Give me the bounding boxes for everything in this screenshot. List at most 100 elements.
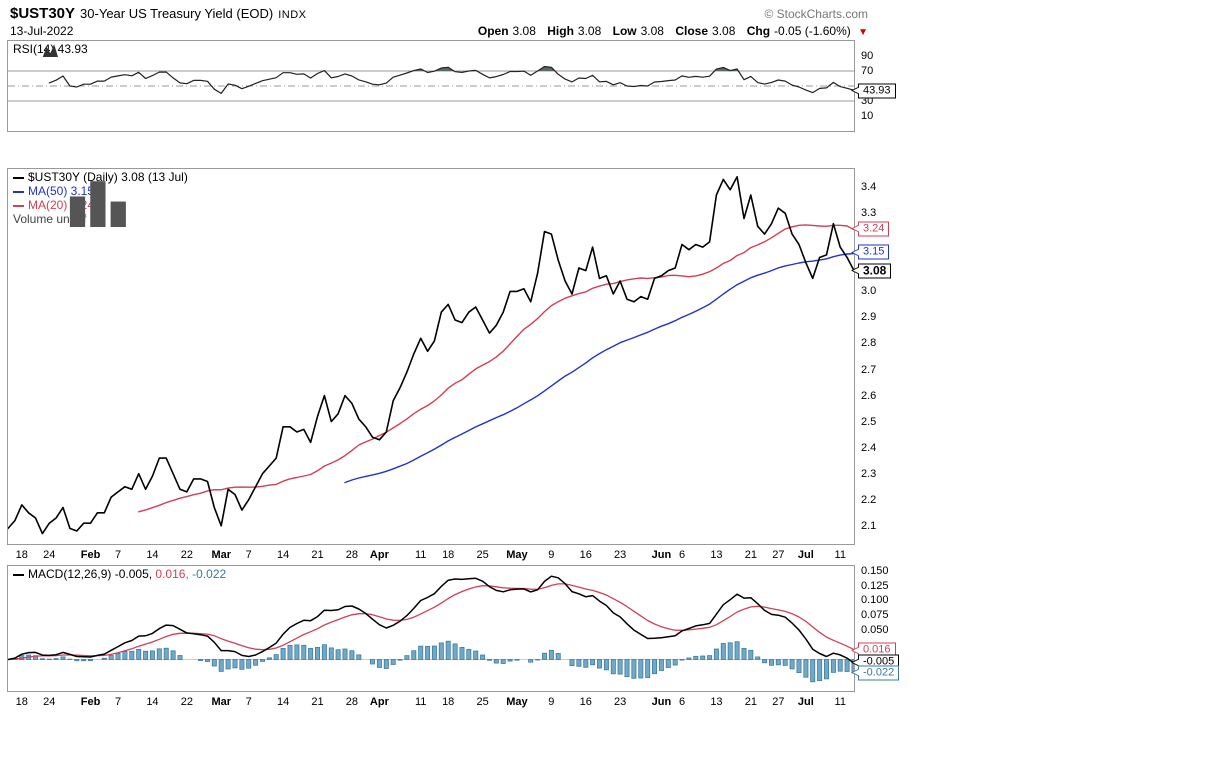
- rsi-legend: RSI(14) 43.93: [13, 43, 88, 57]
- value-badge: -0.022: [850, 665, 900, 680]
- macd-line: [8, 575, 854, 664]
- x-axis-label: 14: [276, 549, 290, 561]
- x-axis-label: 6: [678, 549, 686, 561]
- price-line: [8, 176, 854, 535]
- x-axis-label: 7: [114, 696, 122, 708]
- macd-histogram: [12, 640, 854, 683]
- open-value: 3.08: [512, 24, 536, 38]
- x-axis-label: 21: [744, 549, 757, 561]
- y-axis-label: 2.1: [861, 519, 877, 532]
- x-axis-label: 21: [311, 549, 324, 561]
- macd-panel: MACD(12,26,9) -0.005, 0.016, -0.022: [7, 565, 855, 692]
- chart-header: $UST30Y 30-Year US Treasury Yield (EOD) IN…: [10, 5, 306, 23]
- source-credit: © StockCharts.com: [764, 7, 868, 21]
- price-legend: $UST30Y (Daily) 3.08 (13 Jul) MA(50) 3.1…: [13, 171, 188, 227]
- symbol: $UST30Y: [10, 5, 76, 22]
- ma20-line: [137, 224, 854, 513]
- macd-swatch: [13, 573, 24, 576]
- price-plot: [8, 176, 854, 535]
- x-axis-label: 21: [744, 696, 757, 708]
- volume-legend-label: Volume undef: [13, 212, 87, 226]
- x-axis-label: 24: [43, 696, 56, 708]
- rsi-legend-label: RSI(14) 43.93: [13, 42, 88, 56]
- x-axis-label: 14: [146, 696, 159, 708]
- low-value: 3.08: [640, 24, 664, 38]
- x-axis-label: Jul: [797, 549, 814, 561]
- x-axis-label: 13: [710, 549, 723, 561]
- y-axis-label: 0.150: [861, 564, 889, 577]
- x-axis-label: 25: [476, 696, 489, 708]
- x-axis-label: 16: [579, 549, 592, 561]
- volume-bars-icon: [69, 181, 126, 227]
- x-axis-label: 7: [245, 696, 252, 708]
- open-label: Open: [477, 24, 509, 38]
- x-axis-label: 11: [414, 549, 427, 561]
- x-axis-label: 25: [476, 549, 489, 561]
- x-axis-label: Feb: [80, 549, 101, 561]
- x-axis-label: 23: [614, 696, 627, 708]
- x-axis-label: May: [506, 549, 528, 561]
- ma50-swatch: [13, 190, 24, 193]
- x-axis-label: Jul: [797, 696, 814, 708]
- price-swatch: [13, 176, 24, 179]
- value-badge: 3.15: [850, 244, 890, 260]
- low-label: Low: [612, 24, 637, 38]
- x-axis-label: 18: [15, 696, 28, 708]
- y-axis-label: 2.6: [861, 389, 877, 402]
- x-axis-label: 16: [579, 696, 592, 708]
- y-axis-label: 0.050: [861, 623, 889, 636]
- x-axis-label: Feb: [80, 696, 101, 708]
- x-axis-label: 23: [614, 549, 627, 561]
- x-axis-label: Mar: [211, 696, 231, 708]
- y-axis-label: 70: [861, 65, 874, 77]
- y-axis-label: 3.3: [861, 207, 877, 220]
- x-axis-label: 11: [834, 549, 846, 561]
- x-axis-label: 11: [834, 696, 846, 708]
- close-value: 3.08: [712, 24, 736, 38]
- macd-signal-line: [8, 583, 854, 661]
- y-axis-label: 0.100: [861, 594, 889, 607]
- price-legend-label: $UST30Y (Daily) 3.08 (13 Jul): [28, 170, 188, 184]
- x-axis-label: 28: [345, 549, 359, 561]
- x-axis-label: 18: [442, 549, 455, 561]
- x-axis-label: 18: [15, 549, 28, 561]
- x-axis-label: May: [506, 696, 528, 708]
- rsi-panel: RSI(14) 43.93: [7, 40, 855, 132]
- x-axis-label: Apr: [369, 549, 389, 561]
- y-axis-label: 2.2: [861, 493, 877, 506]
- x-axis-label: 24: [43, 549, 56, 561]
- macd-signal-value: 0.016,: [155, 567, 189, 581]
- y-axis-label: 10: [861, 110, 874, 122]
- y-axis-label: 2.4: [861, 441, 877, 454]
- macd-legend: MACD(12,26,9) -0.005, 0.016, -0.022: [13, 568, 226, 582]
- close-label: Close: [675, 24, 709, 38]
- x-axis-label: 13: [710, 696, 723, 708]
- x-axis-label: 6: [678, 696, 686, 708]
- chg-label: Chg: [746, 24, 771, 38]
- x-axis-label: 21: [311, 696, 324, 708]
- x-axis-label: 7: [114, 549, 122, 561]
- x-axis-label: Jun: [651, 696, 672, 708]
- x-axis-label: 28: [345, 696, 359, 708]
- y-axis-label: 2.3: [861, 467, 877, 480]
- indicator-icon: [42, 44, 58, 57]
- macd-hist-value: -0.022: [192, 567, 227, 581]
- price-panel: $UST30Y (Daily) 3.08 (13 Jul) MA(50) 3.1…: [7, 168, 855, 545]
- y-axis-label: 2.7: [861, 363, 877, 376]
- macd-legend-label: MACD(12,26,9): [28, 567, 112, 581]
- chg-value: -0.05 (-1.60%): [774, 24, 851, 38]
- rsi-plot: [8, 65, 854, 102]
- ma50-legend-label: MA(50) 3.15: [28, 184, 95, 198]
- x-axis-label: Jun: [651, 549, 672, 561]
- x-axis-label: 11: [414, 696, 427, 708]
- y-axis-label: 90: [861, 50, 874, 62]
- x-axis-label: 14: [146, 549, 159, 561]
- y-axis-label: 3.4: [861, 181, 877, 194]
- x-axis-label: 14: [276, 696, 290, 708]
- y-axis-label: 2.5: [861, 415, 877, 428]
- x-axis-label: Mar: [211, 549, 231, 561]
- x-axis-label: Apr: [369, 696, 389, 708]
- x-axis-label: 9: [548, 696, 555, 708]
- exchange-label: INDX: [278, 9, 307, 21]
